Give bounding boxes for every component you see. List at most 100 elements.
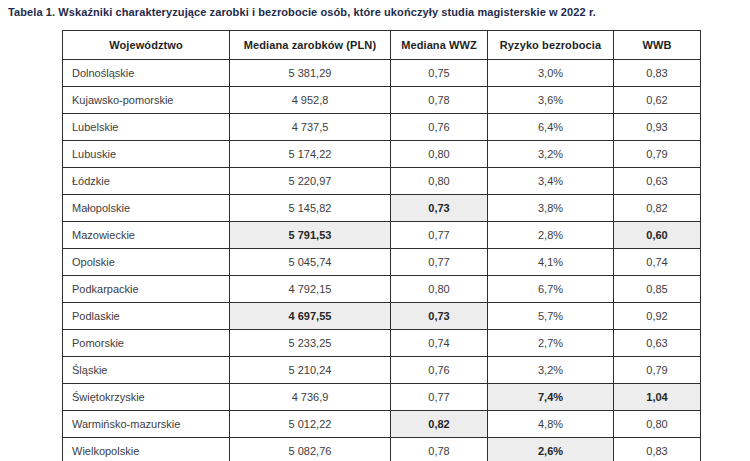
cell-wojewodztwo: Podlaskie <box>63 303 230 330</box>
cell-mediana_wwz: 0,76 <box>391 114 488 141</box>
cell-wojewodztwo: Łódzkie <box>63 168 230 195</box>
cell-mediana_wwz: 0,74 <box>391 330 488 357</box>
cell-mediana_zarobkow: 5 210,24 <box>230 357 391 384</box>
header-row: WojewództwoMediana zarobków (PLN)Mediana… <box>63 31 701 60</box>
cell-mediana_wwz: 0,77 <box>391 384 488 411</box>
cell-ryzyko_bezrobocia: 3,2% <box>488 357 614 384</box>
cell-mediana_wwz: 0,80 <box>391 168 488 195</box>
cell-wwb: 1,04 <box>614 384 701 411</box>
cell-mediana_zarobkow: 5 145,82 <box>230 195 391 222</box>
cell-wojewodztwo: Warmińsko-mazurskie <box>63 411 230 438</box>
cell-mediana_zarobkow: 4 737,5 <box>230 114 391 141</box>
cell-ryzyko_bezrobocia: 2,7% <box>488 330 614 357</box>
table-body: Dolnośląskie5 381,290,753,0%0,83Kujawsko… <box>63 60 701 461</box>
cell-ryzyko_bezrobocia: 3,6% <box>488 87 614 114</box>
column-header-mediana_wwz: Mediana WWZ <box>391 31 488 60</box>
cell-wojewodztwo: Lubuskie <box>63 141 230 168</box>
cell-wwb: 0,80 <box>614 411 701 438</box>
cell-wwb: 0,63 <box>614 330 701 357</box>
table-row: Małopolskie5 145,820,733,8%0,82 <box>63 195 701 222</box>
cell-wojewodztwo: Podkarpackie <box>63 276 230 303</box>
cell-ryzyko_bezrobocia: 5,7% <box>488 303 614 330</box>
cell-mediana_zarobkow: 4 697,55 <box>230 303 391 330</box>
cell-ryzyko_bezrobocia: 3,2% <box>488 141 614 168</box>
cell-ryzyko_bezrobocia: 3,8% <box>488 195 614 222</box>
cell-mediana_zarobkow: 4 736,9 <box>230 384 391 411</box>
cell-ryzyko_bezrobocia: 6,4% <box>488 114 614 141</box>
column-header-ryzyko_bezrobocia: Ryzyko bezrobocia <box>488 31 614 60</box>
cell-ryzyko_bezrobocia: 2,6% <box>488 438 614 461</box>
cell-ryzyko_bezrobocia: 4,8% <box>488 411 614 438</box>
cell-mediana_wwz: 0,75 <box>391 60 488 87</box>
table-row: Mazowieckie5 791,530,772,8%0,60 <box>63 222 701 249</box>
table-row: Opolskie5 045,740,774,1%0,74 <box>63 249 701 276</box>
cell-wwb: 0,93 <box>614 114 701 141</box>
cell-mediana_zarobkow: 5 791,53 <box>230 222 391 249</box>
cell-wwb: 0,74 <box>614 249 701 276</box>
table-row: Śląskie5 210,240,763,2%0,79 <box>63 357 701 384</box>
cell-mediana_zarobkow: 4 952,8 <box>230 87 391 114</box>
indicators-table: WojewództwoMediana zarobków (PLN)Mediana… <box>62 30 701 461</box>
cell-ryzyko_bezrobocia: 4,1% <box>488 249 614 276</box>
table-row: Świętokrzyskie4 736,90,777,4%1,04 <box>63 384 701 411</box>
cell-ryzyko_bezrobocia: 6,7% <box>488 276 614 303</box>
cell-mediana_wwz: 0,76 <box>391 357 488 384</box>
table-caption: Tabela 1. Wskaźniki charakteryzujące zar… <box>8 6 596 18</box>
cell-wojewodztwo: Małopolskie <box>63 195 230 222</box>
table-container: WojewództwoMediana zarobków (PLN)Mediana… <box>62 30 700 461</box>
table-row: Podlaskie4 697,550,735,7%0,92 <box>63 303 701 330</box>
table-row: Lubuskie5 174,220,803,2%0,79 <box>63 141 701 168</box>
cell-wwb: 0,83 <box>614 438 701 461</box>
cell-mediana_zarobkow: 5 233,25 <box>230 330 391 357</box>
cell-wwb: 0,85 <box>614 276 701 303</box>
table-row: Warmińsko-mazurskie5 012,220,824,8%0,80 <box>63 411 701 438</box>
column-header-wwb: WWB <box>614 31 701 60</box>
column-header-mediana_zarobkow: Mediana zarobków (PLN) <box>230 31 391 60</box>
cell-mediana_wwz: 0,77 <box>391 249 488 276</box>
cell-mediana_zarobkow: 5 045,74 <box>230 249 391 276</box>
cell-ryzyko_bezrobocia: 2,8% <box>488 222 614 249</box>
cell-mediana_zarobkow: 5 220,97 <box>230 168 391 195</box>
cell-ryzyko_bezrobocia: 3,0% <box>488 60 614 87</box>
table-row: Podkarpackie4 792,150,806,7%0,85 <box>63 276 701 303</box>
cell-wwb: 0,83 <box>614 60 701 87</box>
cell-wwb: 0,62 <box>614 87 701 114</box>
cell-wwb: 0,79 <box>614 357 701 384</box>
cell-wojewodztwo: Mazowieckie <box>63 222 230 249</box>
cell-wojewodztwo: Śląskie <box>63 357 230 384</box>
cell-mediana_wwz: 0,78 <box>391 87 488 114</box>
table-row: Dolnośląskie5 381,290,753,0%0,83 <box>63 60 701 87</box>
cell-wwb: 0,92 <box>614 303 701 330</box>
table-row: Pomorskie5 233,250,742,7%0,63 <box>63 330 701 357</box>
cell-wwb: 0,79 <box>614 141 701 168</box>
table-row: Wielkopolskie5 082,760,782,6%0,83 <box>63 438 701 461</box>
cell-mediana_wwz: 0,73 <box>391 303 488 330</box>
cell-mediana_wwz: 0,82 <box>391 411 488 438</box>
cell-wojewodztwo: Opolskie <box>63 249 230 276</box>
table-row: Lubelskie4 737,50,766,4%0,93 <box>63 114 701 141</box>
cell-wwb: 0,60 <box>614 222 701 249</box>
cell-mediana_wwz: 0,80 <box>391 276 488 303</box>
page: Tabela 1. Wskaźniki charakteryzujące zar… <box>0 0 750 461</box>
cell-mediana_wwz: 0,77 <box>391 222 488 249</box>
cell-mediana_zarobkow: 5 012,22 <box>230 411 391 438</box>
table-row: Kujawsko-pomorskie4 952,80,783,6%0,62 <box>63 87 701 114</box>
cell-wojewodztwo: Świętokrzyskie <box>63 384 230 411</box>
cell-wojewodztwo: Kujawsko-pomorskie <box>63 87 230 114</box>
cell-ryzyko_bezrobocia: 7,4% <box>488 384 614 411</box>
cell-mediana_zarobkow: 4 792,15 <box>230 276 391 303</box>
cell-wwb: 0,82 <box>614 195 701 222</box>
cell-wojewodztwo: Wielkopolskie <box>63 438 230 461</box>
cell-mediana_zarobkow: 5 381,29 <box>230 60 391 87</box>
cell-mediana_wwz: 0,73 <box>391 195 488 222</box>
cell-wwb: 0,63 <box>614 168 701 195</box>
cell-wojewodztwo: Lubelskie <box>63 114 230 141</box>
column-header-wojewodztwo: Województwo <box>63 31 230 60</box>
cell-mediana_wwz: 0,80 <box>391 141 488 168</box>
cell-mediana_wwz: 0,78 <box>391 438 488 461</box>
cell-mediana_zarobkow: 5 082,76 <box>230 438 391 461</box>
cell-mediana_zarobkow: 5 174,22 <box>230 141 391 168</box>
cell-wojewodztwo: Pomorskie <box>63 330 230 357</box>
cell-wojewodztwo: Dolnośląskie <box>63 60 230 87</box>
table-row: Łódzkie5 220,970,803,4%0,63 <box>63 168 701 195</box>
